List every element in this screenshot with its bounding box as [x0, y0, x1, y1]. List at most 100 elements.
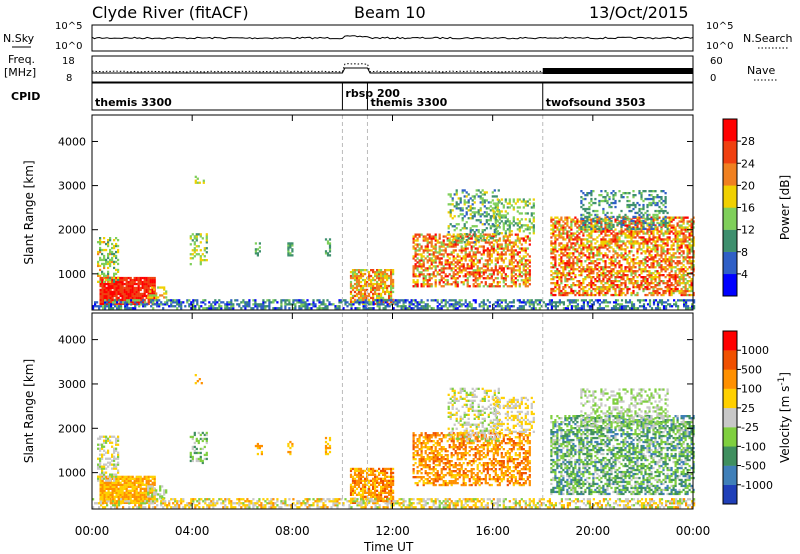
power-cell — [678, 270, 681, 273]
power-cell — [466, 285, 469, 288]
power-cell — [364, 272, 367, 276]
power-cell — [662, 282, 665, 285]
power-cell — [361, 296, 365, 300]
power-cell — [628, 199, 631, 203]
power-cell — [670, 274, 673, 277]
power-cell — [485, 237, 488, 240]
power-cell — [598, 262, 601, 265]
power-cell — [496, 259, 499, 262]
power-cell — [434, 255, 437, 258]
power-cell — [470, 273, 473, 276]
power-cell — [459, 199, 462, 202]
power-cell — [628, 242, 631, 245]
power-cell — [137, 286, 140, 290]
power-cell — [658, 236, 661, 239]
power-cell — [612, 293, 615, 297]
power-cell — [586, 246, 589, 249]
power-cell — [430, 273, 433, 276]
power-cell — [170, 299, 173, 302]
power-cell — [454, 273, 457, 276]
power-cell — [686, 293, 689, 297]
power-cell — [626, 246, 629, 249]
power-cell — [530, 206, 533, 209]
power-cell — [498, 303, 501, 306]
power-cell — [159, 294, 162, 297]
power-cell — [640, 286, 643, 289]
power-cell — [448, 283, 451, 286]
power-cell — [574, 216, 577, 219]
power-cell — [682, 289, 685, 293]
power-cell — [570, 228, 573, 231]
power-cell — [137, 278, 140, 282]
power-cell — [652, 236, 655, 239]
power-cell — [461, 213, 464, 216]
power-cell — [464, 245, 467, 248]
power-cell — [630, 219, 633, 223]
power-cell — [636, 293, 639, 297]
power-cell — [654, 250, 657, 253]
power-cell — [644, 252, 647, 255]
power-cell — [452, 249, 455, 252]
power-cell — [467, 201, 470, 204]
power-cell — [620, 256, 623, 259]
power-cell — [666, 226, 669, 229]
power-cell — [390, 286, 393, 290]
power-cell — [236, 299, 239, 302]
power-cell — [480, 271, 483, 274]
power-cell — [596, 236, 599, 239]
power-cell — [512, 206, 515, 209]
power-cell — [526, 200, 529, 203]
power-cell — [147, 288, 150, 292]
power-cell — [564, 284, 567, 287]
power-cell — [361, 286, 365, 290]
power-cell — [139, 294, 142, 298]
power-cell — [351, 269, 355, 272]
power-cell — [300, 307, 303, 310]
power-cell — [620, 276, 623, 279]
power-cell — [528, 232, 531, 235]
power-cell — [688, 250, 691, 253]
power-cell — [610, 227, 613, 230]
power-cell — [564, 238, 567, 241]
power-cell — [506, 228, 509, 231]
power-cell — [196, 177, 199, 180]
power-cell — [358, 307, 361, 310]
power-cell — [374, 282, 377, 286]
power-cell — [512, 283, 515, 286]
power-cell — [626, 215, 629, 219]
power-cell — [680, 240, 683, 243]
power-cell — [483, 223, 486, 226]
power-cell — [324, 238, 328, 241]
power-cell — [430, 261, 433, 264]
power-cell — [650, 274, 653, 277]
power-cell — [586, 240, 589, 243]
power-cell — [668, 258, 671, 261]
power-cell — [634, 282, 637, 285]
power-cell — [212, 301, 215, 304]
power-cell — [654, 244, 657, 247]
power-cell — [380, 303, 383, 306]
power-cell — [630, 240, 633, 243]
power-cell — [388, 292, 391, 296]
power-cell — [604, 190, 607, 193]
power-cell — [646, 282, 649, 285]
power-cell — [424, 307, 427, 310]
power-cell — [660, 252, 663, 255]
power-cell — [472, 285, 475, 288]
power-cell — [111, 290, 114, 294]
power-cell — [610, 286, 613, 289]
power-cell — [349, 276, 353, 280]
power-cell — [486, 255, 489, 258]
power-cell — [568, 246, 571, 249]
power-cell — [668, 260, 671, 263]
power-cell — [416, 245, 419, 248]
power-cell — [512, 208, 515, 211]
power-cell — [654, 240, 657, 243]
power-cell — [123, 278, 126, 282]
power-cell — [574, 289, 577, 293]
power-cell — [388, 302, 391, 305]
power-cell — [462, 265, 465, 268]
power-cell — [644, 211, 647, 215]
power-cell — [422, 249, 425, 252]
power-cell — [498, 253, 501, 256]
